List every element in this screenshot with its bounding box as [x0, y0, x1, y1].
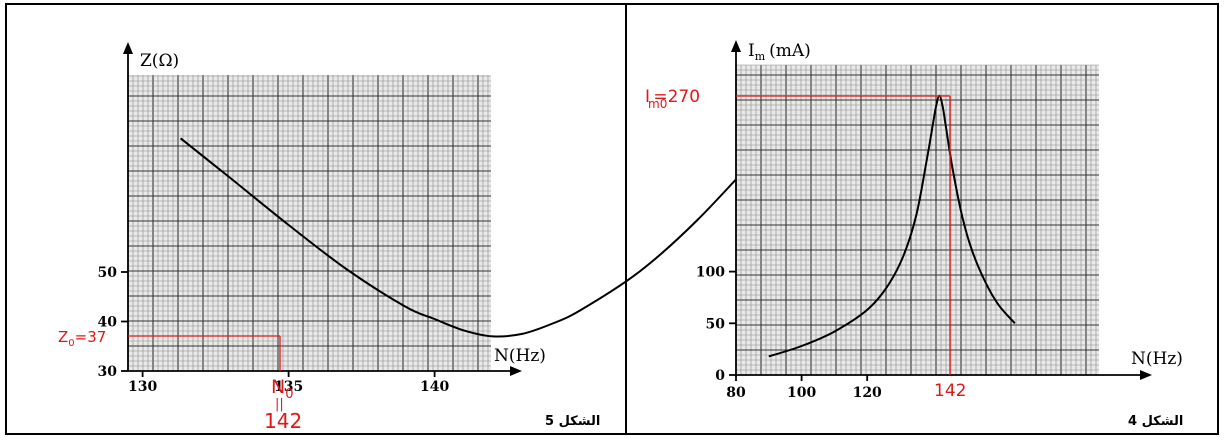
impedance-x-axis-arrow [510, 366, 522, 376]
current-curve [768, 94, 1016, 358]
current-y-axis-arrow [731, 40, 741, 52]
current-x-axis-label: N(Hz) [1131, 349, 1183, 369]
impedance-curve [179, 137, 766, 338]
impedance-y-tick-label: 30 [98, 364, 118, 380]
impedance-ticks: 130 135 140 30 40 50 [98, 265, 450, 395]
current-x-tick-label: 120 [853, 385, 882, 401]
z0-value: =37 [75, 328, 107, 346]
current-peak-x-label: 142 [934, 381, 966, 401]
impedance-x-tick-label: 140 [420, 379, 449, 395]
impedance-grid [127, 75, 491, 372]
n0-equals-sign: || [275, 397, 284, 412]
impedance-y-tick-label: 50 [98, 265, 118, 281]
im0-value: =270 [653, 87, 700, 107]
current-figure-caption: الشكل 4 [1128, 414, 1183, 429]
current-y-axis-symbol: I [748, 41, 755, 61]
current-y-axis-subscript: m [755, 50, 766, 63]
impedance-grid-background [128, 75, 491, 371]
current-x-axis-arrow [1140, 370, 1152, 380]
impedance-min-value-label: Z0=37 [58, 328, 106, 349]
n0-symbol: N [271, 376, 285, 398]
impedance-y-axis-label: Z(Ω) [140, 51, 179, 71]
impedance-x-tick-label: 130 [128, 379, 157, 395]
right-panel-border [625, 3, 1219, 435]
current-y-tick-label: 50 [706, 316, 726, 332]
n0-value: 142 [264, 409, 302, 433]
im0-symbol: I [645, 87, 650, 107]
n0-label: N0 [271, 376, 294, 402]
current-ticks: 80 100 120 0 50 100 [696, 265, 882, 401]
impedance-y-tick-label: 40 [98, 315, 118, 331]
current-x-tick-label: 100 [787, 385, 816, 401]
n0-subscript: 0 [285, 387, 293, 402]
impedance-x-tick-label: 135 [274, 379, 303, 395]
impedance-y-axis-arrow [123, 42, 133, 54]
im0-subscript: m0 [648, 97, 667, 111]
current-y-axis-label: Im (mA) [748, 41, 811, 63]
current-peak-value-label: Im0=270 [645, 87, 700, 111]
z0-symbol: Z [58, 328, 68, 346]
z0-subscript: 0 [68, 338, 74, 349]
impedance-x-axis-label: N(Hz) [494, 346, 546, 366]
current-y-axis-unit: (mA) [769, 41, 811, 61]
current-y-tick-label: 0 [715, 368, 725, 384]
current-y-tick-label: 100 [696, 265, 725, 281]
impedance-figure-caption: الشكل 5 [545, 414, 600, 429]
current-x-tick-label: 80 [726, 385, 746, 401]
